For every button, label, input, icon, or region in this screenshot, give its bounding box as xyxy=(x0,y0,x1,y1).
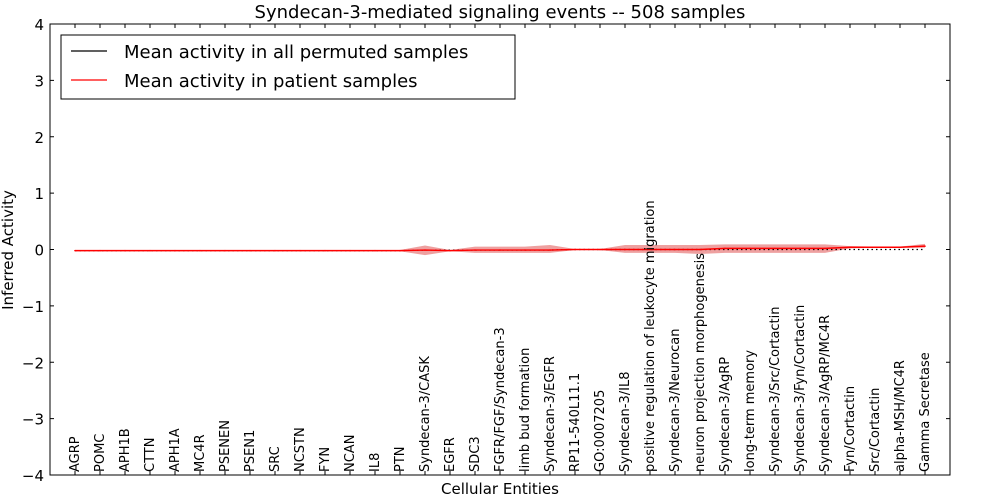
data-point-patient-30 xyxy=(824,247,826,250)
x-tick-label: Syndecan-3/IL8 xyxy=(618,372,633,472)
x-tick-label: Syndecan-3/Src/Cortactin xyxy=(768,306,783,472)
data-point-patient-14 xyxy=(424,249,426,251)
y-tick-label: 0 xyxy=(34,242,44,260)
x-tick-label: Fyn/Cortactin xyxy=(843,386,858,472)
x-tick-label: APH1B xyxy=(118,428,133,472)
x-tick-label: neuron projection morphogenesis xyxy=(693,253,708,472)
x-tick-label: AGRP xyxy=(68,436,83,472)
data-point-patient-24 xyxy=(674,248,676,251)
x-tick-label: MC4R xyxy=(193,434,208,472)
x-tick-label: PSEN1 xyxy=(243,430,258,472)
data-point-patient-10 xyxy=(324,249,326,252)
legend: Mean activity in all permuted samples Me… xyxy=(60,34,516,100)
x-tick-label: long-term memory xyxy=(743,350,758,472)
legend-box xyxy=(60,34,516,100)
y-axis-label: Inferred Activity xyxy=(0,190,17,310)
data-point-patient-6 xyxy=(224,249,226,252)
data-point-patient-3 xyxy=(149,249,151,252)
x-tick-label: limb bud formation xyxy=(518,348,533,472)
y-tick-label: 3 xyxy=(34,72,44,90)
x-tick-label: IL8 xyxy=(368,453,383,472)
legend-label-patient: Mean activity in patient samples xyxy=(124,71,418,92)
data-point-patient-2 xyxy=(124,249,126,252)
data-point-patient-1 xyxy=(99,249,101,252)
x-tick-label: Syndecan-3/EGFR xyxy=(543,356,558,472)
data-point-patient-21 xyxy=(599,248,601,251)
x-axis-label: Cellular Entities xyxy=(441,480,559,498)
chart-title: Syndecan-3-mediated signaling events -- … xyxy=(255,2,746,23)
data-point-patient-26 xyxy=(724,247,726,250)
data-point-patient-15 xyxy=(449,249,451,252)
data-point-patient-12 xyxy=(374,249,376,252)
x-tick-label: NCSTN xyxy=(293,427,308,472)
x-tick-label: Syndecan-3/AgRP xyxy=(718,357,733,472)
x-tick-label: RP11-540L11.1 xyxy=(568,373,583,472)
y-tick-label: 2 xyxy=(34,129,44,147)
data-point-patient-33 xyxy=(899,246,901,249)
x-tick-label: Syndecan-3/Neurocan xyxy=(668,329,683,472)
x-tick-label: CTTN xyxy=(143,438,158,472)
data-point-patient-31 xyxy=(849,246,851,249)
data-point-patient-23 xyxy=(649,248,651,251)
data-point-patient-29 xyxy=(799,247,801,250)
data-point-patient-0 xyxy=(74,249,76,252)
y-tick-label: 4 xyxy=(34,16,44,34)
x-tick-label: Gamma Secretase xyxy=(918,352,933,472)
x-tick-label: positive regulation of leukocyte migrati… xyxy=(643,200,658,472)
data-point-patient-19 xyxy=(549,249,551,251)
data-point-patient-17 xyxy=(499,249,501,251)
x-tick-label: NCAN xyxy=(343,435,358,472)
data-point-patient-25 xyxy=(699,248,701,251)
data-point-patient-18 xyxy=(524,249,526,251)
data-point-patient-27 xyxy=(749,247,751,250)
data-point-patient-22 xyxy=(624,248,626,251)
x-tick-label: Syndecan-3/Fyn/Cortactin xyxy=(793,305,808,472)
x-tick-label: POMC xyxy=(93,434,108,472)
x-tick-label: FGFR/FGF/Syndecan-3 xyxy=(493,327,508,472)
x-tick-label: FYN xyxy=(318,447,333,472)
x-tick-label: Syndecan-3/CASK xyxy=(418,356,433,472)
y-tick-label: −3 xyxy=(22,411,44,429)
x-tick-label: Syndecan-3/AgRP/MC4R xyxy=(818,315,833,472)
data-point-patient-20 xyxy=(574,248,576,251)
x-tick-label: SDC3 xyxy=(468,436,483,472)
y-tick-label: 1 xyxy=(34,185,44,203)
data-point-patient-13 xyxy=(399,249,401,252)
plot-area xyxy=(74,243,926,256)
axes: 4 3 2 1 0 −1 −2 −3 −4 AGRP POMC APH1B CTTN APH1A MC4R P… xyxy=(22,16,951,485)
x-tick-label: Src/Cortactin xyxy=(868,388,883,472)
x-tick-label: APH1A xyxy=(168,428,183,472)
legend-label-permuted: Mean activity in all permuted samples xyxy=(124,42,468,63)
data-point-patient-4 xyxy=(174,249,176,252)
data-point-patient-9 xyxy=(299,249,301,252)
x-tick-label: EGFR xyxy=(443,437,458,472)
data-point-patient-7 xyxy=(249,249,251,252)
data-point-patient-16 xyxy=(474,249,476,251)
data-point-patient-8 xyxy=(274,249,276,252)
data-point-patient-32 xyxy=(874,246,876,249)
x-tick-label: PSENEN xyxy=(218,420,233,472)
y-tick-label: −1 xyxy=(22,298,44,316)
data-point-patient-34 xyxy=(924,245,926,247)
x-tick-label: PTN xyxy=(393,446,408,472)
x-tick-label: SRC xyxy=(268,446,283,472)
x-tick-label: alpha-MSH/MC4R xyxy=(893,360,908,472)
data-point-patient-5 xyxy=(199,249,201,252)
data-point-patient-28 xyxy=(774,247,776,250)
y-tick-label: −2 xyxy=(22,354,44,372)
y-tick-label: −4 xyxy=(22,467,44,485)
data-point-patient-11 xyxy=(349,249,351,252)
x-tick-label: GO:0007205 xyxy=(593,390,608,472)
